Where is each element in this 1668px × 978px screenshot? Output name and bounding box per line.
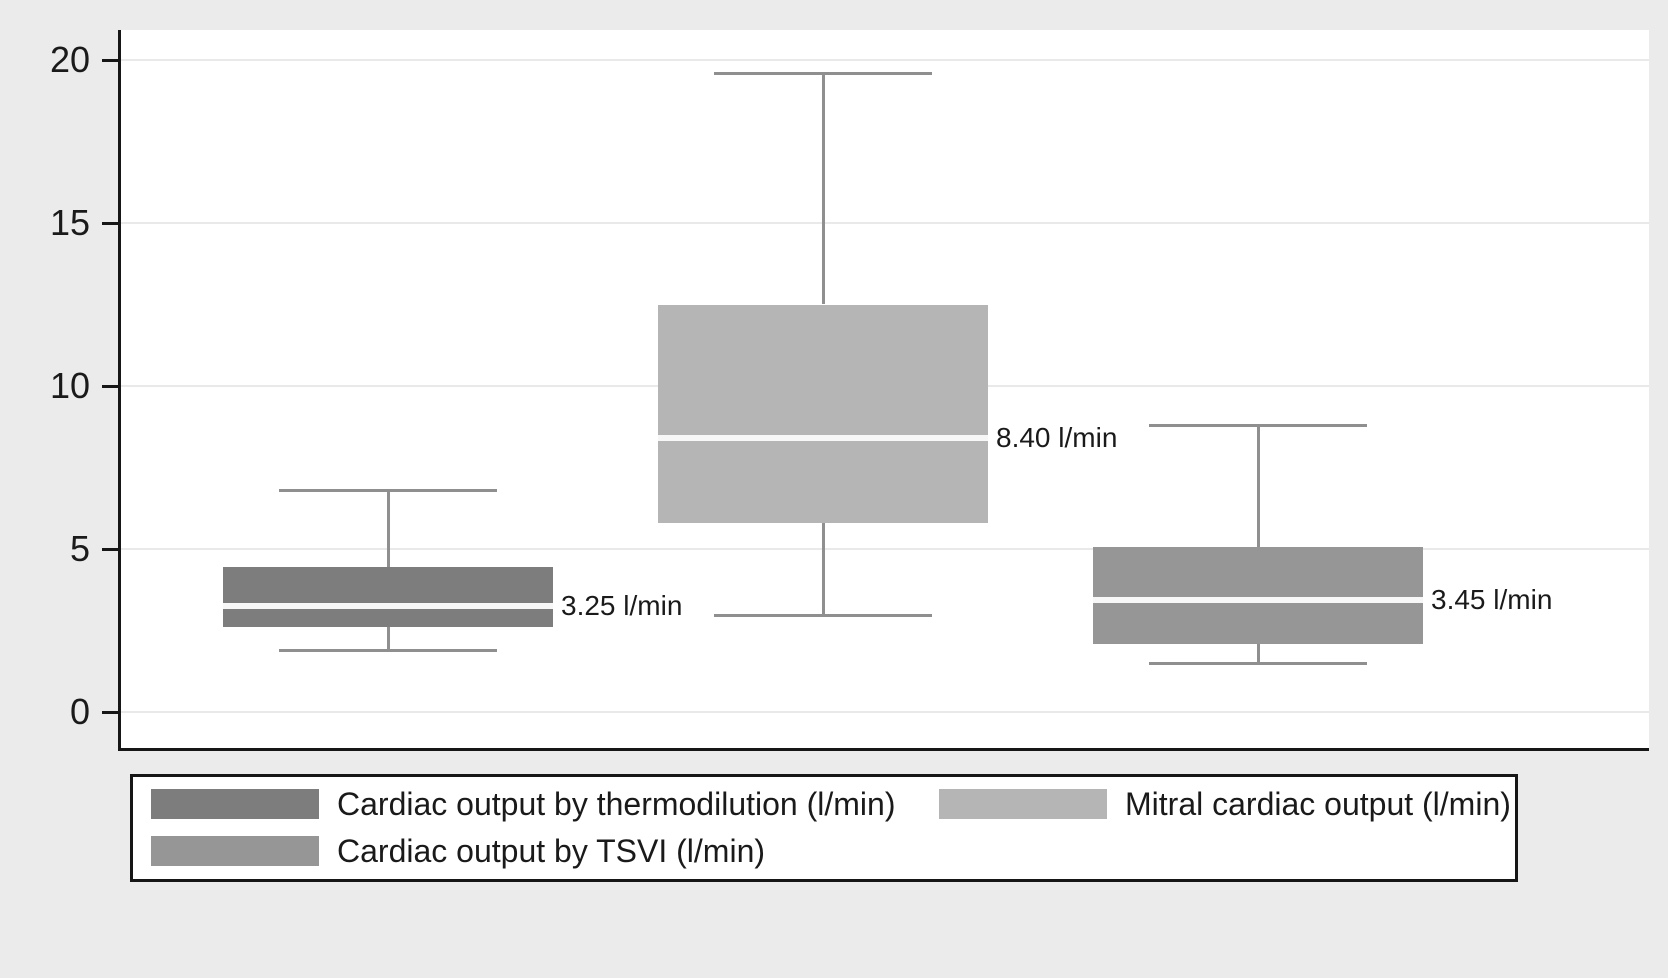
legend-swatch: [151, 836, 319, 866]
y-tick-label: 0: [69, 691, 90, 732]
legend-label: Mitral cardiac output (l/min): [1125, 786, 1511, 822]
median-annotation: 8.40 l/min: [996, 422, 1118, 454]
iqr-box: [1093, 547, 1423, 644]
legend-label: Cardiac output by TSVI (l/min): [337, 833, 766, 869]
upper-whisker-cap: [279, 488, 497, 492]
upper-whisker-stem: [821, 73, 825, 305]
upper-whisker-cap: [714, 71, 932, 75]
upper-whisker-stem: [386, 490, 390, 567]
median-line: [658, 435, 988, 442]
y-gridline: [121, 711, 1649, 713]
median-line: [223, 603, 553, 610]
upper-whisker-stem: [1256, 425, 1260, 548]
y-gridline: [121, 222, 1649, 224]
legend-item: Cardiac output by TSVI (l/min): [151, 835, 765, 867]
y-tick: [102, 222, 118, 225]
y-tick-label: 15: [49, 202, 90, 243]
lower-whisker-stem: [821, 522, 825, 616]
legend-swatch: [939, 789, 1107, 819]
lower-whisker-cap: [1149, 661, 1367, 665]
legend-item: Cardiac output by thermodilution (l/min): [151, 788, 895, 820]
lower-whisker-cap: [714, 614, 932, 618]
plot-area: 3.25 l/min 8.40 l/min 3.45 l/min: [118, 30, 1649, 751]
lower-whisker-stem: [386, 627, 390, 651]
legend: Cardiac output by thermodilution (l/min)…: [130, 774, 1518, 882]
lower-whisker-cap: [279, 648, 497, 652]
y-gridline: [121, 548, 1649, 550]
y-tick: [102, 59, 118, 62]
y-tick: [102, 385, 118, 388]
iqr-box: [658, 304, 988, 523]
legend-label: Cardiac output by thermodilution (l/min): [337, 786, 896, 822]
median-annotation: 3.45 l/min: [1431, 583, 1553, 615]
y-gridline: [121, 59, 1649, 61]
y-tick-label: 20: [49, 39, 90, 80]
y-tick-label: 10: [49, 365, 90, 406]
lower-whisker-stem: [1256, 643, 1260, 664]
y-tick-label: 5: [69, 528, 90, 569]
median-annotation: 3.25 l/min: [561, 590, 683, 622]
iqr-box: [223, 566, 553, 628]
y-tick: [102, 548, 118, 551]
median-line: [1093, 596, 1423, 603]
upper-whisker-cap: [1149, 423, 1367, 427]
legend-item: Mitral cardiac output (l/min): [939, 788, 1511, 820]
legend-swatch: [151, 789, 319, 819]
y-tick: [102, 711, 118, 714]
